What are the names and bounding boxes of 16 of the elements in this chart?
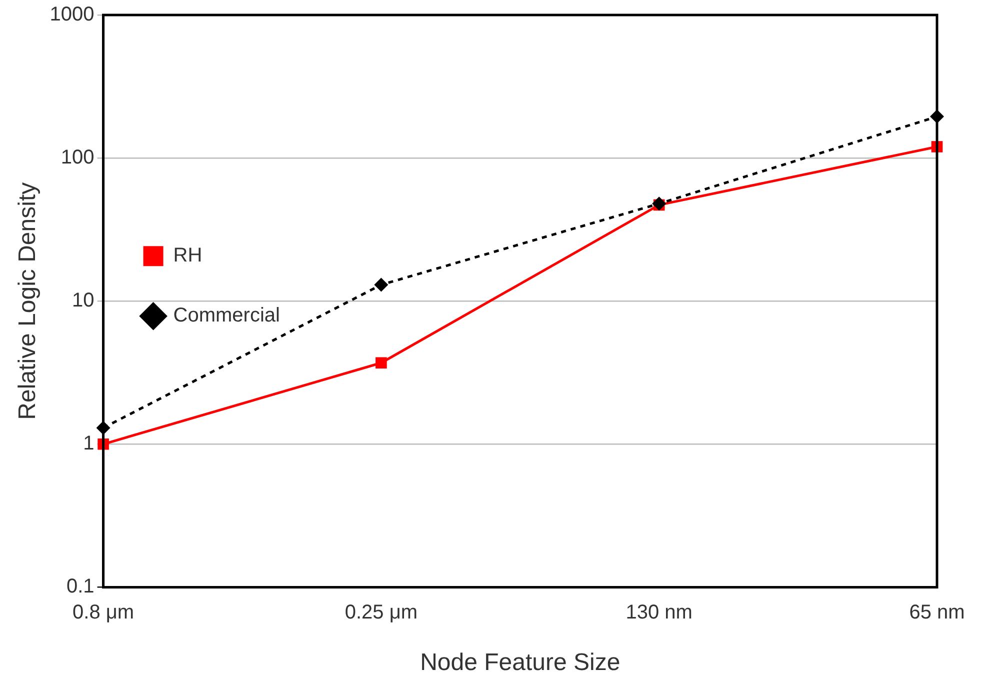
point [652,196,666,211]
x-tick-label: 0.25 μm [344,602,418,624]
y-tick-label: 1 [83,432,94,455]
y-axis-title: Relative Logic Density [14,182,42,420]
y-tick-label: 1000 [50,4,94,26]
y-tick-label: 0.1 [66,576,94,598]
point [376,357,387,369]
legend-label: Commercial [173,304,280,327]
x-tick-label: 0.8 μm [72,602,134,624]
y-tick-label: 100 [60,146,94,169]
y-tick-label: 10 [72,290,94,312]
x-tick-label: 65 nm [909,602,965,624]
x-axis-title: Node Feature Size [420,649,620,676]
point [374,278,388,292]
x-tick-label: 130 nm [626,602,692,624]
legend-label: RH [173,244,202,267]
